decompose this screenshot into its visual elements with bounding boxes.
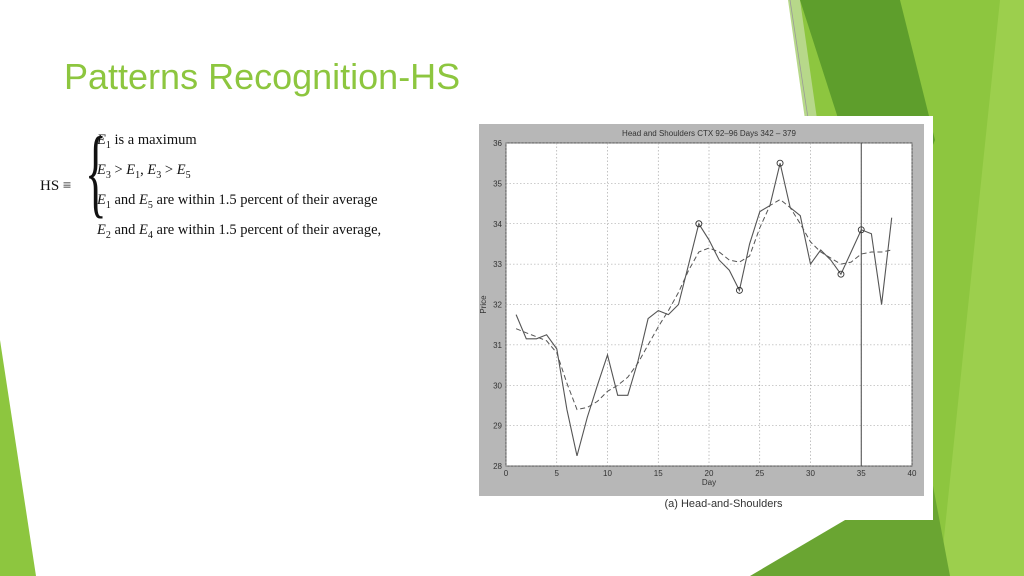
extrema-marker — [857, 226, 865, 234]
extrema-marker — [736, 286, 743, 294]
formula-condition-2: E3 > E1, E3 > E5 — [97, 162, 191, 181]
y-tick-label: 34 — [493, 220, 502, 229]
chart-title: Head and Shoulders CTX 92–96 Days 342 – … — [622, 129, 796, 138]
formula-lhs: HS ≡ — [40, 178, 72, 194]
x-tick-label: 20 — [705, 469, 714, 478]
x-tick-label: 35 — [857, 469, 866, 478]
formula-condition-1: E1 is a maximum — [97, 132, 197, 151]
price-chart: 0 5 10 15 20 25 30 35 40 28 29 30 31 32 33 34 35 36 Head a… — [479, 129, 917, 487]
x-tick-label: 30 — [806, 469, 815, 478]
x-tick-label: 0 — [504, 469, 509, 478]
figure-caption: (a) Head-and-Shoulders — [664, 498, 783, 510]
x-tick-label: 25 — [755, 469, 764, 478]
slide-title: Patterns Recognition-HS — [64, 56, 461, 97]
series-line-price — [515, 163, 893, 457]
y-tick-label: 35 — [493, 179, 502, 188]
extrema-marker — [776, 159, 784, 167]
x-tick-label: 15 — [654, 469, 663, 478]
formula-condition-3: E1 and E5 are within 1.5 percent of thei… — [97, 192, 378, 211]
y-tick-label: 29 — [493, 422, 502, 431]
formula-condition-4: E2 and E4 are within 1.5 percent of thei… — [97, 222, 382, 241]
series-line-smoothed — [515, 198, 892, 411]
extrema-marker — [695, 220, 703, 228]
y-tick-label: 32 — [493, 301, 502, 310]
x-tick-label: 10 — [603, 469, 612, 478]
formula-brace: { — [85, 116, 107, 227]
y-axis-label: Price — [479, 295, 488, 314]
y-tick-label: 36 — [493, 139, 502, 148]
x-tick-label: 5 — [555, 469, 560, 478]
y-tick-label: 28 — [493, 462, 502, 471]
deco-shape-bright — [940, 0, 1024, 576]
extrema-marker — [837, 270, 845, 278]
chart-figure: 0 5 10 15 20 25 30 35 40 28 29 30 31 32 33 34 35 36 Head a… — [474, 116, 933, 520]
y-tick-label: 31 — [493, 341, 502, 350]
deco-shape-left — [0, 340, 36, 576]
deco-thin-line — [789, 0, 809, 119]
y-tick-label: 30 — [493, 381, 502, 390]
x-axis-label: Day — [702, 478, 716, 487]
hs-formula: HS ≡ { E1 is a maximum E3 > E1, E3 > E5 … — [40, 122, 460, 248]
x-tick-label: 40 — [908, 469, 917, 478]
y-tick-label: 33 — [493, 260, 502, 269]
